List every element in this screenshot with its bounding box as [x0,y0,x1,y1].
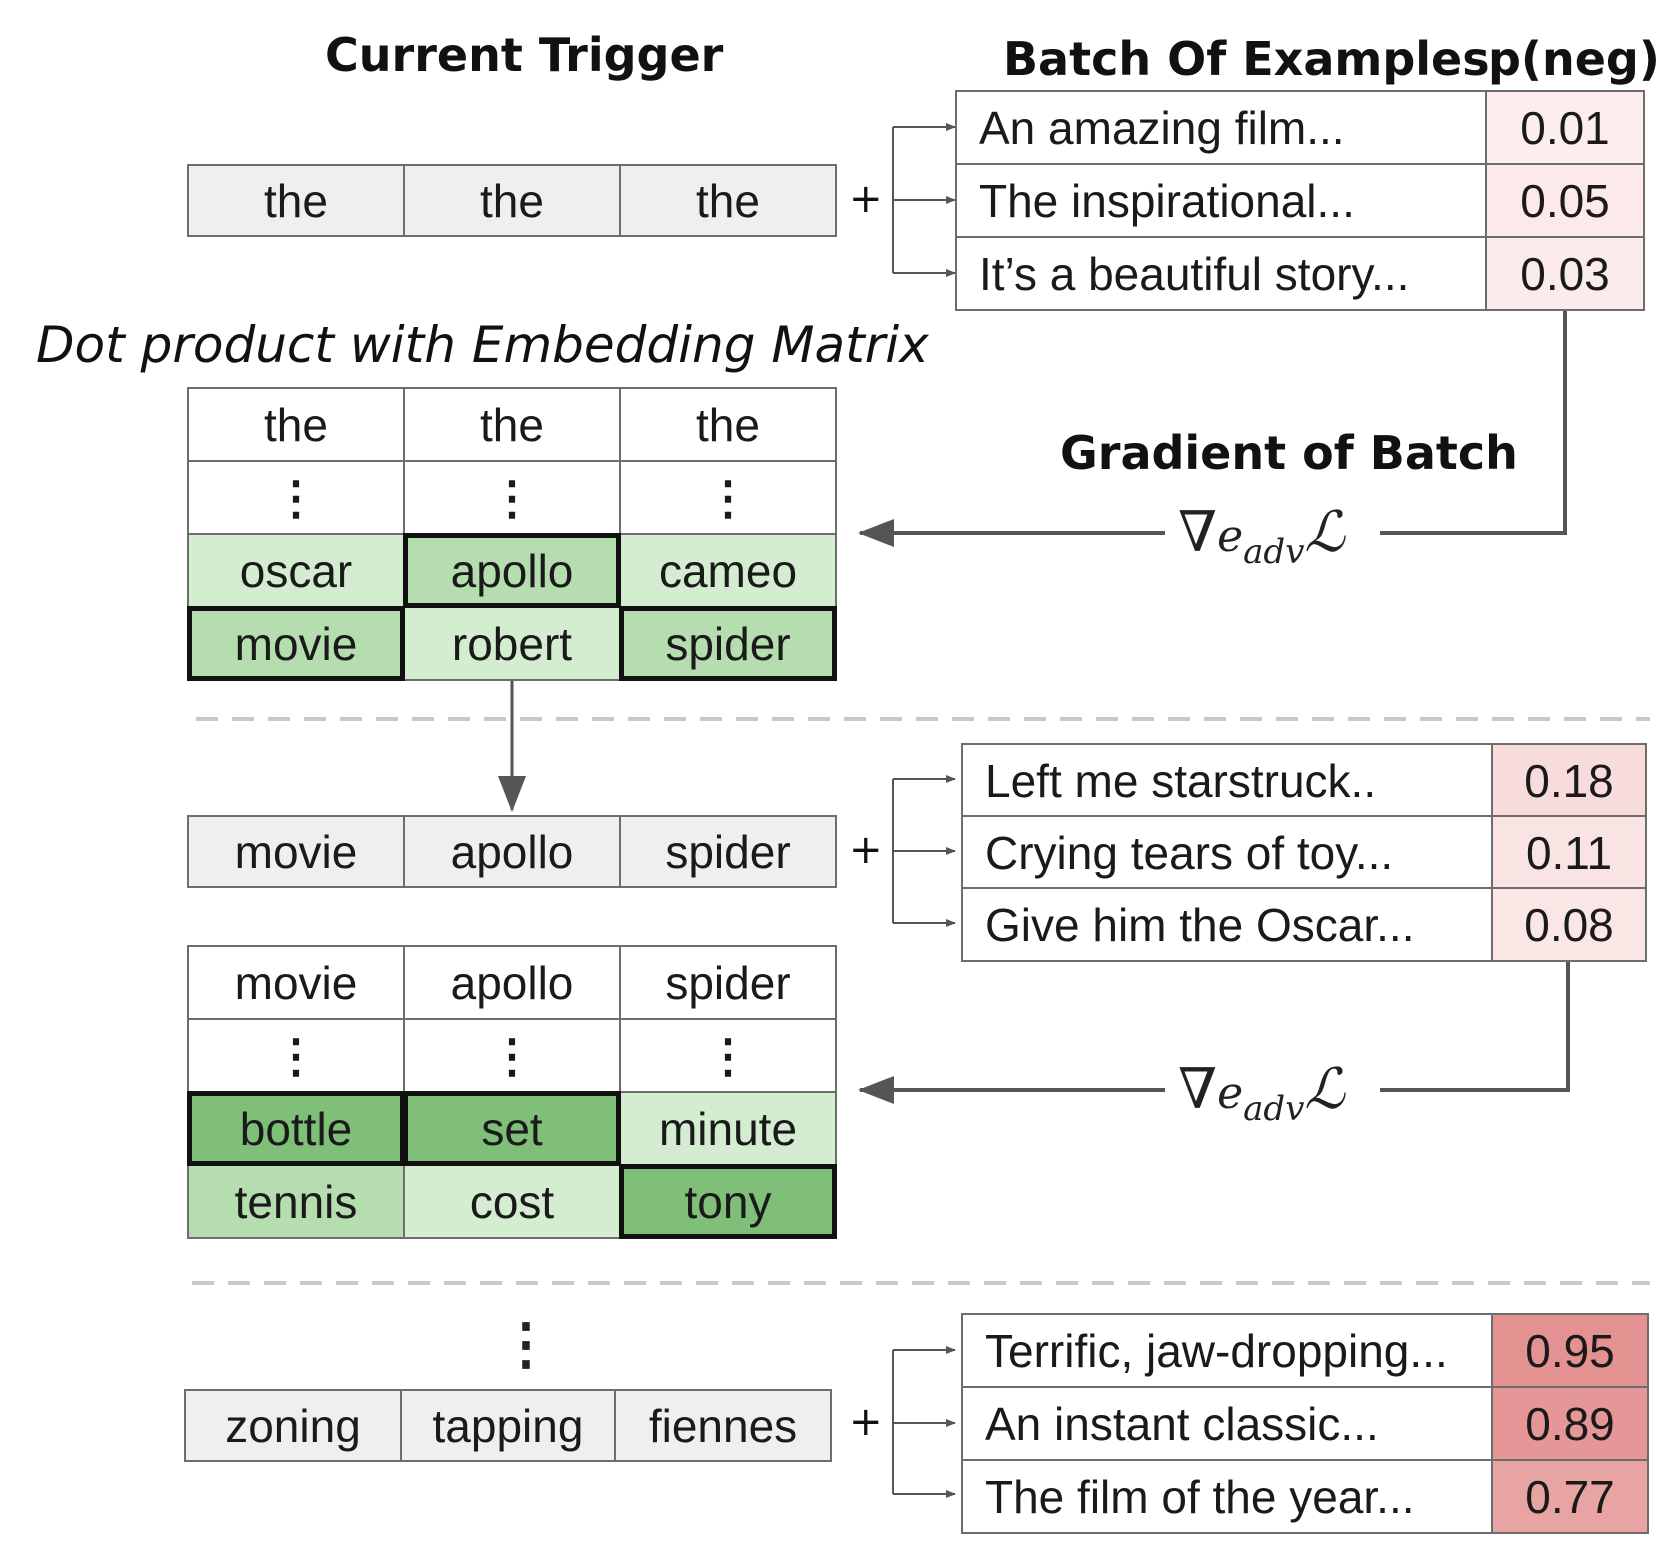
candidate-header-token: the [619,387,837,462]
gradient-of-batch-label: Gradient of Batch [1060,426,1518,480]
plus-sign: + [849,176,883,222]
current-trigger-header: Current Trigger [325,28,724,82]
nabla-symbol: ∇ [1178,500,1218,565]
trigger-token-2: tapping [400,1389,616,1462]
candidate-header-token: the [187,387,405,462]
candidate-header-token: spider [619,945,837,1020]
example-text: Give him the Oscar... [961,887,1493,962]
candidate-token-selected: tony [619,1164,837,1239]
p-neg-value: 0.08 [1491,887,1647,962]
trigger-token-1: the [187,164,405,237]
trigger-token-3: spider [619,815,837,888]
candidate-token: minute [619,1091,837,1166]
candidate-token: oscar [187,533,405,608]
dot-product-caption: Dot product with Embedding Matrix [36,316,929,374]
candidate-token: cameo [619,533,837,608]
trigger-token-1: movie [187,815,405,888]
p-neg-value: 0.01 [1485,90,1645,165]
plus-sign: + [849,1399,883,1445]
trigger-token-2: the [403,164,621,237]
fanout-arrows-step1 [892,123,956,277]
candidate-token-selected: set [403,1091,621,1166]
example-text: The inspirational... [955,163,1487,238]
loss-symbol: ℒ [1304,500,1345,565]
candidate-token: robert [403,606,621,681]
batch-of-examples-header: Batch Of Examples [1003,32,1490,86]
trigger-token-3: the [619,164,837,237]
candidate-header-token: the [403,387,621,462]
p-neg-header: p(neg) [1488,32,1660,86]
example-text: An instant classic... [961,1386,1493,1461]
candidate-header-token: apollo [403,945,621,1020]
candidate-token-selected: apollo [403,533,621,608]
p-neg-value: 0.89 [1491,1386,1649,1461]
gradient-subscript: adv [1243,532,1305,573]
gradient-arrow-step1 [858,310,1567,547]
candidate-token: cost [403,1164,621,1239]
p-neg-value: 0.77 [1491,1459,1649,1534]
example-text: Crying tears of toy... [961,815,1493,890]
fanout-arrows-step2 [892,775,956,927]
example-text: Left me starstruck.. [961,743,1493,818]
candidate-ellipsis: ⋮ [403,1018,621,1093]
candidate-ellipsis: ⋮ [187,1018,405,1093]
continuation-ellipsis: ⋮ [498,1312,554,1375]
candidate-ellipsis: ⋮ [619,460,837,535]
example-text: An amazing film... [955,90,1487,165]
candidate-token-selected: bottle [187,1091,405,1166]
p-neg-value: 0.03 [1485,236,1645,311]
plus-sign: + [849,827,883,873]
trigger-token-1: zoning [184,1389,402,1462]
gradient-formula: ∇eadvℒ [1168,500,1355,573]
candidate-token-selected: spider [619,606,837,681]
fanout-arrows-final [892,1346,956,1498]
candidate-header-token: movie [187,945,405,1020]
gradient-subscript: adv [1243,1089,1305,1130]
loss-symbol: ℒ [1304,1057,1345,1122]
p-neg-value: 0.11 [1491,815,1647,890]
candidate-token: tennis [187,1164,405,1239]
candidate-ellipsis: ⋮ [403,460,621,535]
trigger-token-3: fiennes [614,1389,832,1462]
candidate-token-selected: movie [187,606,405,681]
gradient-formula: ∇eadvℒ [1168,1057,1355,1130]
gradient-arrow-step2 [858,962,1570,1104]
candidate-ellipsis: ⋮ [187,460,405,535]
p-neg-value: 0.05 [1485,163,1645,238]
example-text: It’s a beautiful story... [955,236,1487,311]
trigger-token-2: apollo [403,815,621,888]
candidate-ellipsis: ⋮ [619,1018,837,1093]
p-neg-value: 0.18 [1491,743,1647,818]
example-text: Terrific, jaw-dropping... [961,1313,1493,1388]
nabla-symbol: ∇ [1178,1057,1218,1122]
p-neg-value: 0.95 [1491,1313,1649,1388]
example-text: The film of the year... [961,1459,1493,1534]
